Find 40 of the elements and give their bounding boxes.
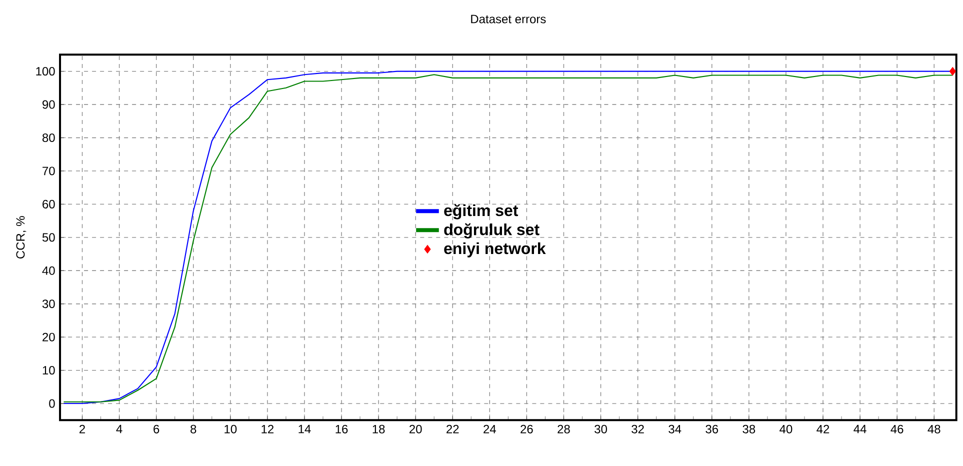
y-tick-label: 20 (42, 332, 55, 342)
chart-title: Dataset errors (471, 14, 546, 24)
x-tick-label: 38 (742, 424, 756, 434)
y-tick-label: 10 (42, 366, 55, 374)
y-tick-label: 30 (42, 300, 55, 308)
x-tick-label: 26 (520, 424, 533, 434)
x-tick-label: 14 (298, 424, 311, 434)
y-tick-label: 100 (36, 66, 55, 76)
x-tick-label: 20 (410, 424, 422, 434)
x-tick-label: 28 (558, 424, 570, 434)
x-tick-label: 42 (816, 424, 830, 434)
y-tick-label: 90 (42, 100, 55, 109)
y-tick-label: 80 (42, 133, 55, 142)
y-tick-label: 70 (42, 166, 55, 176)
x-tick-label: 8 (190, 424, 196, 434)
x-tick-label: 46 (890, 424, 904, 434)
y-tick-label: 40 (42, 266, 55, 275)
x-tick-label: 48 (928, 424, 940, 434)
x-tick-label: 4 (116, 424, 122, 434)
legend-label: eğitim set (444, 204, 518, 220)
legend-label: doğruluk set (444, 223, 540, 238)
x-tick-label: 2 (80, 424, 85, 434)
x-tick-label: 36 (706, 424, 718, 434)
y-tick-label: 60 (42, 200, 55, 208)
x-tick-label: 24 (484, 424, 496, 434)
y-tick-label: 0 (49, 399, 55, 408)
x-tick-label: 34 (668, 424, 682, 434)
x-tick-label: 10 (224, 424, 237, 434)
x-tick-label: 40 (780, 424, 792, 434)
x-tick-label: 6 (154, 424, 160, 434)
x-tick-label: 12 (262, 424, 274, 434)
legend-label: eniyi network (444, 242, 546, 258)
x-tick-label: 32 (632, 424, 644, 434)
x-tick-label: 18 (372, 424, 385, 434)
x-tick-label: 22 (446, 424, 459, 434)
x-tick-label: 44 (854, 424, 866, 434)
x-tick-label: 30 (594, 424, 607, 434)
x-tick-label: 16 (336, 424, 348, 434)
y-axis-title: CCR, % (16, 216, 26, 258)
y-tick-label: 50 (42, 233, 55, 242)
